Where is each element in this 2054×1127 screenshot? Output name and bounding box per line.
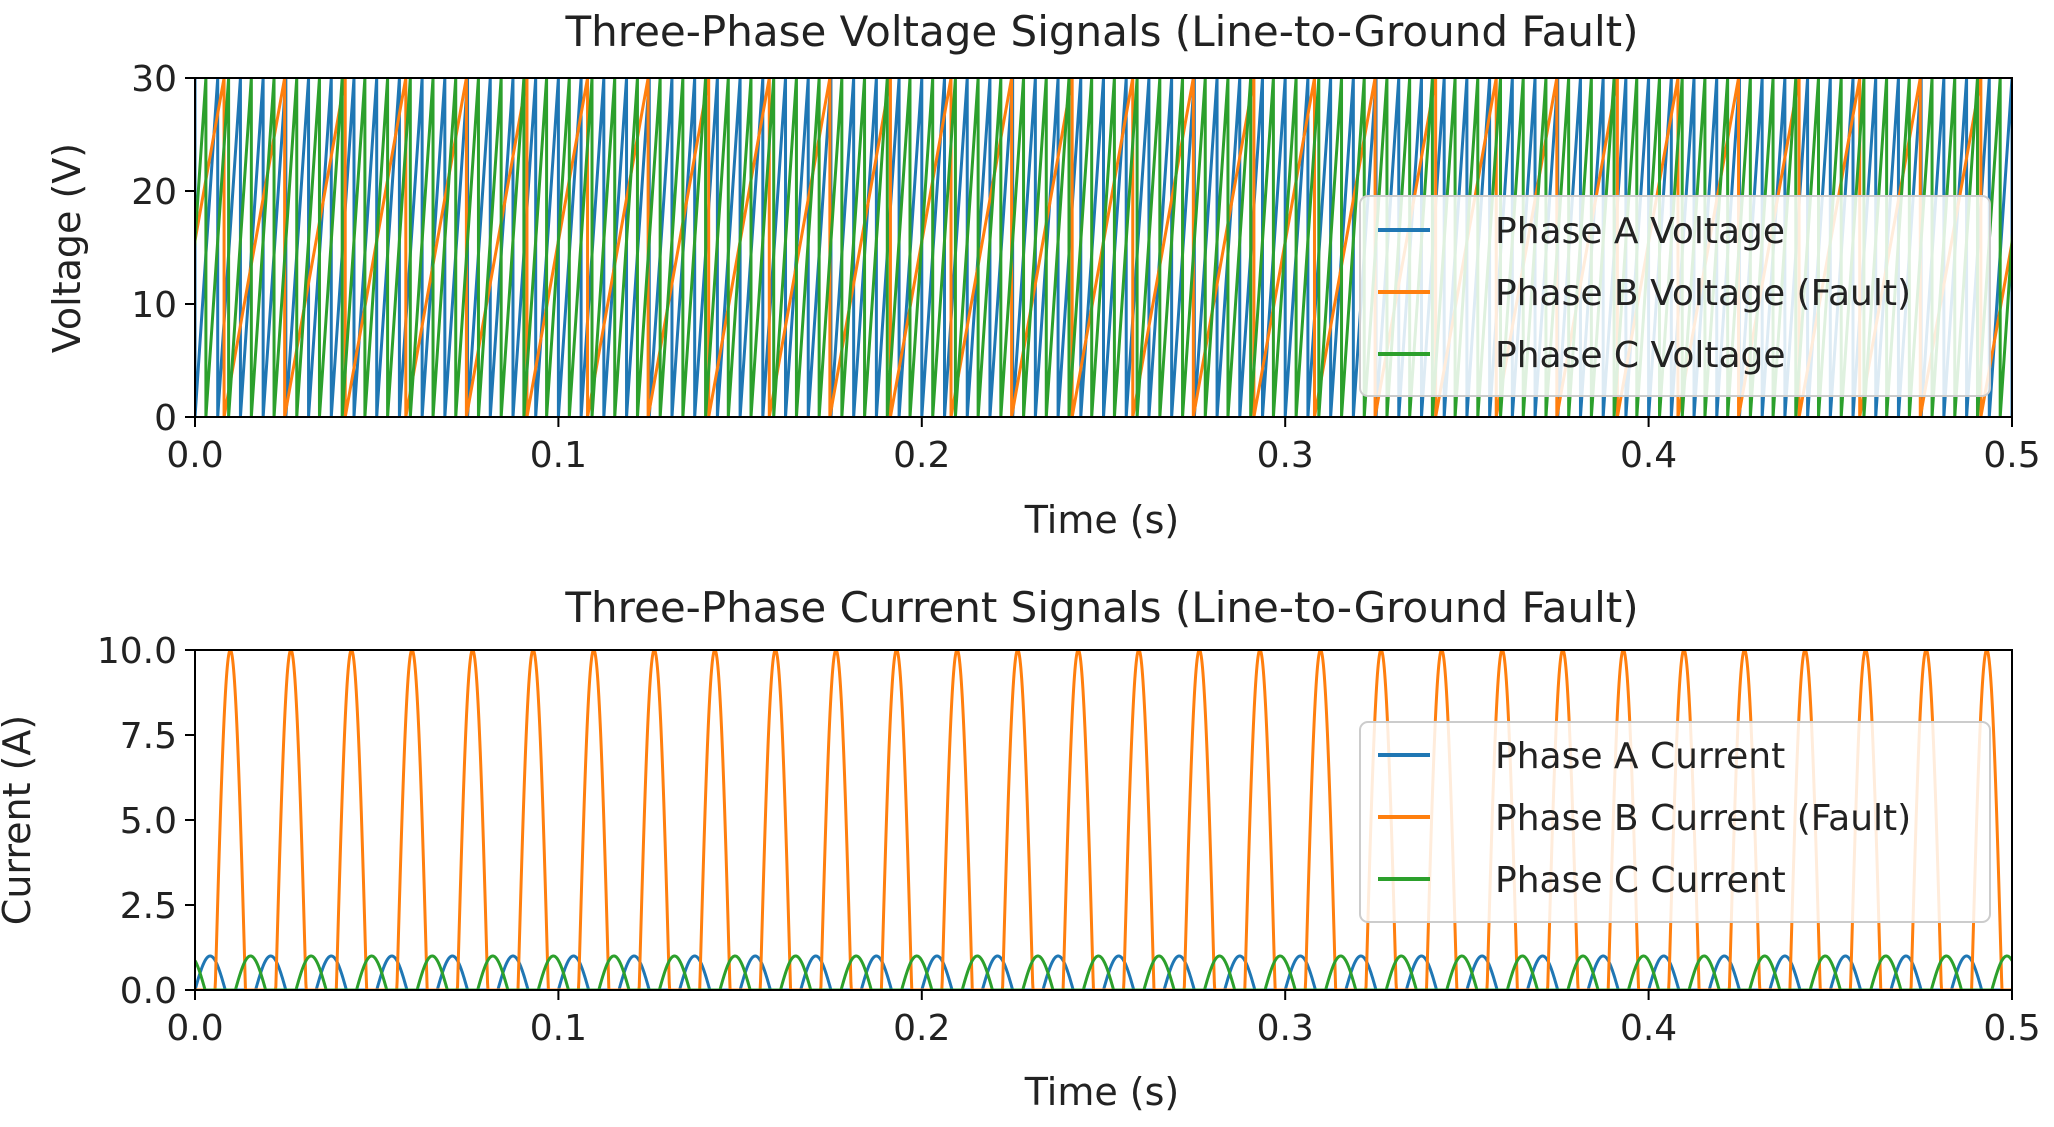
current-x-tick-label-0: 0.0	[166, 1008, 223, 1049]
current-chart-title: Three-Phase Current Signals (Line-to-Gro…	[564, 583, 1638, 632]
current-legend-box	[1359, 721, 1991, 923]
current-y-tick-label-0: 0.0	[120, 971, 177, 1012]
current-y-tick-label-2: 5.0	[120, 801, 177, 842]
current-x-tick-label-2: 0.2	[893, 1008, 950, 1049]
current-legend-label-b: Phase B Current (Fault)	[1495, 798, 1911, 839]
voltage-x-axis-label: Time (s)	[1024, 498, 1180, 542]
voltage-legend-box	[1359, 195, 1991, 397]
voltage-x-tick-label-5: 0.5	[1983, 435, 2040, 476]
voltage-x-tick-label-1: 0.1	[530, 435, 587, 476]
current-legend-label-a: Phase A Current	[1495, 736, 1785, 777]
current-x-axis-label: Time (s)	[1024, 1070, 1180, 1114]
voltage-y-tick-label-0: 0	[154, 398, 177, 439]
voltage-x-tick-label-2: 0.2	[893, 435, 950, 476]
current-phase-c-line	[195, 954, 2012, 990]
voltage-panel: Three-Phase Voltage Signals (Line-to-Gro…	[45, 7, 2041, 542]
voltage-legend: Phase A Voltage Phase B Voltage (Fault) …	[1359, 195, 1991, 397]
voltage-y-tick-label-1: 10	[131, 285, 177, 326]
current-y-tick-label-4: 10.0	[97, 631, 177, 672]
current-ticks: 0.0 0.1 0.2 0.3 0.4 0.5 0.0 2.5 5.0 7.5 10.0	[97, 631, 2041, 1049]
voltage-ticks: 0.0 0.1 0.2 0.3 0.4 0.5 0 10 20 30	[131, 59, 2040, 476]
current-y-tick-label-3: 7.5	[120, 716, 177, 757]
voltage-axes-frame	[194, 77, 2013, 418]
voltage-x-tick-label-0: 0.0	[166, 435, 223, 476]
current-x-tick-label-1: 0.1	[530, 1008, 587, 1049]
voltage-y-tick-label-2: 20	[131, 172, 177, 213]
current-y-axis-label: Current (A)	[0, 715, 39, 925]
voltage-legend-label-b: Phase B Voltage (Fault)	[1495, 273, 1911, 314]
voltage-chart-title: Three-Phase Voltage Signals (Line-to-Gro…	[564, 7, 1638, 56]
current-legend-label-c: Phase C Current	[1495, 860, 1786, 901]
current-x-tick-label-3: 0.3	[1257, 1008, 1314, 1049]
voltage-y-axis-label: Voltage (V)	[45, 143, 89, 353]
voltage-x-tick-label-4: 0.4	[1620, 435, 1677, 476]
voltage-y-tick-label-3: 30	[131, 59, 177, 100]
current-panel: Three-Phase Current Signals (Line-to-Gro…	[0, 583, 2041, 1114]
voltage-legend-label-a: Phase A Voltage	[1495, 211, 1785, 252]
current-legend: Phase A Current Phase B Current (Fault) …	[1359, 721, 1991, 923]
voltage-x-tick-label-3: 0.3	[1257, 435, 1314, 476]
current-x-tick-label-4: 0.4	[1620, 1008, 1677, 1049]
voltage-legend-label-c: Phase C Voltage	[1495, 335, 1786, 376]
current-y-tick-label-1: 2.5	[120, 886, 177, 927]
current-x-tick-label-5: 0.5	[1983, 1008, 2040, 1049]
